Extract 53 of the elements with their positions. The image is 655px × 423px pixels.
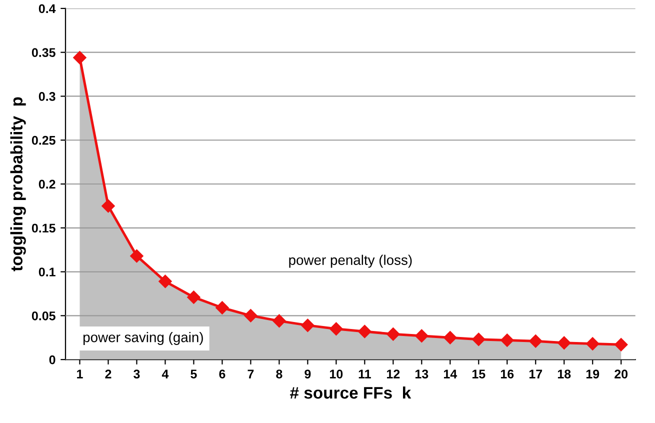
point: [586, 337, 600, 350]
point: [358, 324, 372, 338]
x-tick-label: 8: [276, 370, 282, 378]
point: [386, 328, 400, 341]
x-tick-label: 20: [614, 370, 628, 378]
point: [558, 336, 571, 350]
x-tick-label: 19: [586, 370, 600, 378]
y-tick-label: 0.4: [38, 4, 56, 14]
point: [73, 51, 86, 64]
y-tick-label: 0: [49, 355, 56, 364]
point: [529, 334, 542, 348]
x-tick-label: 11: [358, 370, 371, 378]
x-tick-label: 13: [415, 370, 428, 378]
y-tick-label: 0.25: [32, 136, 56, 145]
point: [158, 274, 172, 288]
y-axis-title: toggling probability p: [10, 97, 26, 272]
x-tick-label: 16: [500, 370, 514, 378]
x-tick-label: 7: [248, 370, 254, 378]
annotation: power penalty (loss): [289, 254, 412, 268]
y-tick-label: 0.3: [38, 92, 56, 101]
point: [102, 199, 115, 213]
point: [415, 329, 428, 342]
x-axis-title: # source FFs k: [290, 386, 412, 399]
x-tick-label: 5: [190, 370, 197, 378]
x-tick-label: 2: [105, 370, 112, 378]
x-tick-label: 3: [134, 370, 140, 378]
x-tick-label: 9: [304, 370, 311, 378]
point: [444, 331, 457, 344]
x-tick-label: 14: [444, 370, 458, 378]
annotation: power saving (gain): [83, 332, 203, 345]
point: [614, 338, 628, 352]
x-tick-label: 10: [330, 370, 343, 378]
x-tick-label: 1: [77, 370, 83, 378]
y-tick-label: 0.1: [38, 268, 56, 276]
y-tick-label: 0.2: [38, 180, 56, 189]
point: [330, 322, 343, 336]
point: [130, 249, 144, 263]
x-tick-label: 17: [529, 370, 542, 378]
y-tick-label: 0.15: [32, 224, 56, 233]
point: [244, 309, 258, 322]
x-tick-label: 18: [558, 370, 571, 378]
point: [301, 318, 314, 332]
x-tick-label: 15: [472, 370, 486, 378]
point: [216, 301, 229, 314]
y-tick-label: 0.35: [32, 48, 56, 58]
y-tick-label: 0.05: [32, 311, 56, 320]
point: [500, 334, 514, 347]
x-tick-label: 12: [387, 370, 400, 378]
x-tick-label: 6: [219, 370, 226, 378]
point: [472, 332, 486, 346]
x-tick-label: 4: [162, 370, 169, 378]
point: [187, 290, 200, 304]
point: [272, 314, 286, 328]
